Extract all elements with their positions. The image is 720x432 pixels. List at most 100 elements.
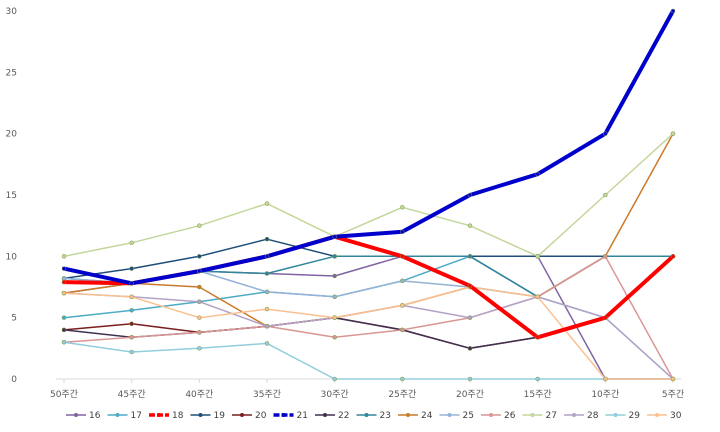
- series-line: [63, 255, 674, 298]
- legend-label: 19: [214, 411, 226, 421]
- data-point: [400, 205, 405, 210]
- series-23: [61, 254, 676, 300]
- legend-item-26: 26: [481, 411, 516, 421]
- legend-item-21: 21: [273, 411, 308, 421]
- data-point: [197, 254, 202, 259]
- data-point: [535, 254, 540, 259]
- data-point: [264, 289, 270, 295]
- data-point: [467, 315, 473, 320]
- legend-label: 17: [131, 411, 142, 421]
- data-point: [332, 254, 337, 259]
- legend-label: 29: [629, 411, 641, 421]
- data-point: [603, 254, 608, 259]
- legend-marker: [157, 413, 161, 417]
- series-line: [62, 9, 675, 286]
- legend-label: 25: [463, 411, 474, 421]
- legend-label: 30: [670, 411, 682, 421]
- data-point: [264, 254, 270, 259]
- legend-marker: [281, 413, 286, 417]
- data-point: [535, 376, 540, 382]
- legend-marker: [240, 413, 244, 417]
- data-point: [467, 192, 473, 198]
- data-point: [332, 273, 337, 279]
- data-point: [332, 335, 337, 340]
- data-point: [603, 376, 608, 382]
- x-tick-label: 35주간: [253, 389, 281, 400]
- y-tick-label: 10: [6, 252, 18, 262]
- y-tick-label: 25: [6, 68, 17, 78]
- y-tick-label: 15: [6, 191, 17, 201]
- y-tick-label: 0: [11, 375, 17, 385]
- y-tick-label: 30: [6, 7, 18, 17]
- legend-item-24: 24: [398, 411, 433, 421]
- data-point: [197, 268, 202, 274]
- series-line: [63, 341, 674, 380]
- series-line: [63, 255, 674, 380]
- legend-item-25: 25: [439, 411, 474, 421]
- data-point: [467, 346, 473, 351]
- legend-marker: [447, 413, 452, 417]
- data-point: [332, 376, 337, 382]
- legend-marker: [406, 413, 410, 417]
- y-tick-label: 5: [11, 314, 17, 324]
- legend-item-22: 22: [315, 411, 349, 421]
- data-point: [264, 324, 270, 329]
- data-point: [197, 223, 202, 228]
- series-line: [62, 234, 675, 340]
- data-point: [332, 294, 337, 300]
- data-point: [129, 321, 134, 327]
- legend-item-27: 27: [522, 411, 557, 421]
- series-lines: [61, 8, 676, 382]
- legend-label: 21: [297, 411, 308, 421]
- x-axis: 50주간 45주간 40주간 35주간 30주간 25주간 20주간 15주간 10주간 5주간: [50, 378, 684, 400]
- data-point: [197, 346, 202, 351]
- series-line: [63, 286, 674, 380]
- legend-label: 28: [587, 411, 599, 421]
- data-point: [467, 376, 473, 382]
- data-point: [467, 283, 473, 289]
- x-tick-label: 20주간: [456, 389, 484, 400]
- legend-marker: [530, 413, 535, 417]
- data-point: [61, 327, 67, 333]
- data-point: [264, 201, 270, 206]
- legend-item-28: 28: [564, 411, 599, 421]
- data-point: [400, 278, 405, 284]
- data-point: [264, 341, 270, 346]
- data-point: [670, 131, 676, 136]
- data-point: [603, 192, 608, 198]
- legend-marker: [74, 413, 78, 417]
- x-tick-label: 15주간: [524, 389, 552, 400]
- data-point: [61, 266, 67, 271]
- data-point: [129, 266, 134, 271]
- data-point: [332, 315, 337, 320]
- data-point: [61, 279, 67, 285]
- data-point: [400, 303, 405, 308]
- legend-item-30: 30: [647, 411, 682, 421]
- series-26: [61, 254, 676, 382]
- series-line: [63, 132, 674, 258]
- x-tick-label: 30주간: [321, 389, 349, 400]
- legend-item-20: 20: [232, 411, 267, 421]
- data-point: [400, 327, 405, 333]
- data-point: [61, 276, 67, 281]
- data-point: [400, 254, 405, 259]
- data-point: [264, 306, 270, 312]
- legend-marker: [323, 413, 327, 417]
- x-tick-label: 25주간: [388, 389, 416, 400]
- data-point: [467, 223, 473, 228]
- legend-label: 16: [89, 411, 101, 421]
- legend-item-19: 19: [190, 411, 226, 421]
- x-tick-label: 5주간: [662, 389, 684, 400]
- legend-item-16: 16: [66, 411, 101, 421]
- x-tick-label: 45주간: [118, 389, 146, 400]
- data-point: [129, 281, 134, 286]
- legend-item-17: 17: [107, 411, 142, 421]
- series-line: [63, 255, 674, 380]
- x-tick-label: 50주간: [50, 389, 78, 400]
- legend-label: 26: [504, 411, 516, 421]
- legend-label: 18: [172, 411, 184, 421]
- legend-marker: [115, 413, 120, 417]
- data-point: [129, 335, 134, 340]
- x-tick-label: 40주간: [185, 389, 213, 400]
